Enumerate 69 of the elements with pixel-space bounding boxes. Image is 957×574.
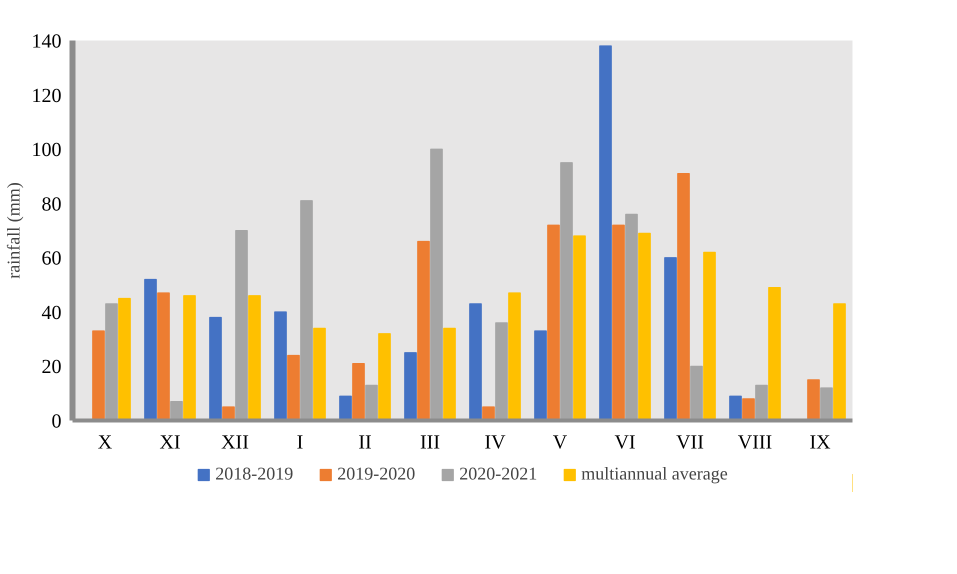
bar	[248, 295, 261, 420]
y-tick-label: 140	[32, 30, 62, 52]
y-tick-label: 120	[32, 84, 62, 107]
bar	[105, 303, 118, 420]
x-tick-label: VI	[614, 432, 636, 454]
bar	[404, 352, 417, 420]
bar	[495, 322, 508, 420]
bar	[118, 298, 131, 420]
bar	[313, 328, 326, 420]
y-tick-label: 20	[42, 356, 62, 378]
legend-label: 2018-2019	[215, 464, 294, 484]
x-tick-label: II	[358, 432, 372, 454]
x-tick-label: III	[420, 432, 440, 454]
bar	[599, 45, 612, 420]
bar	[430, 148, 443, 420]
bar	[209, 316, 222, 420]
bar	[612, 224, 625, 420]
bar	[573, 235, 586, 420]
bar	[820, 387, 833, 420]
bar	[378, 333, 391, 420]
bar	[833, 303, 846, 420]
y-tick-label: 80	[42, 193, 62, 216]
x-tick-label: IX	[809, 432, 832, 454]
legend-label: 2019-2020	[337, 464, 416, 484]
x-tick-label: IV	[484, 432, 506, 454]
bar	[300, 200, 313, 420]
bar	[625, 214, 638, 420]
x-tick-label: VII	[676, 432, 704, 454]
bar	[352, 363, 365, 420]
bar	[677, 173, 690, 420]
legend-label: 2020-2021	[459, 464, 538, 484]
y-tick-label: 40	[42, 302, 62, 324]
bar	[560, 162, 573, 420]
bar	[547, 224, 560, 420]
bar	[768, 287, 781, 420]
bar	[664, 257, 677, 420]
x-tick-label: XII	[221, 432, 249, 454]
x-tick-label: XI	[159, 432, 181, 454]
bar	[703, 252, 716, 420]
y-tick-label: 0	[52, 410, 62, 432]
bar	[508, 292, 521, 420]
y-tick-label: 60	[42, 248, 62, 270]
bar	[235, 230, 248, 420]
bar	[365, 384, 378, 420]
bar	[417, 240, 430, 420]
bar	[638, 232, 651, 420]
bar	[690, 366, 703, 420]
x-tick-label: X	[98, 432, 113, 454]
x-tick-label: VIII	[738, 432, 772, 454]
bar	[170, 401, 183, 420]
legend-label: multiannual average	[581, 464, 728, 484]
x-tick-label: V	[552, 432, 568, 454]
bar	[183, 295, 196, 420]
bar	[534, 330, 547, 420]
bar	[339, 396, 352, 420]
bar	[157, 292, 170, 420]
bar	[742, 398, 755, 420]
bar	[469, 303, 482, 420]
bar	[755, 384, 768, 420]
bar	[729, 396, 742, 420]
x-tick-label: I	[296, 432, 304, 454]
bar	[443, 328, 456, 420]
y-axis-title: rainfall (mm)	[4, 182, 24, 279]
bar	[92, 330, 105, 420]
y-tick-label: 100	[32, 139, 62, 162]
bar	[807, 379, 820, 420]
bar	[287, 354, 300, 420]
bar	[144, 278, 157, 420]
bar	[274, 311, 287, 420]
